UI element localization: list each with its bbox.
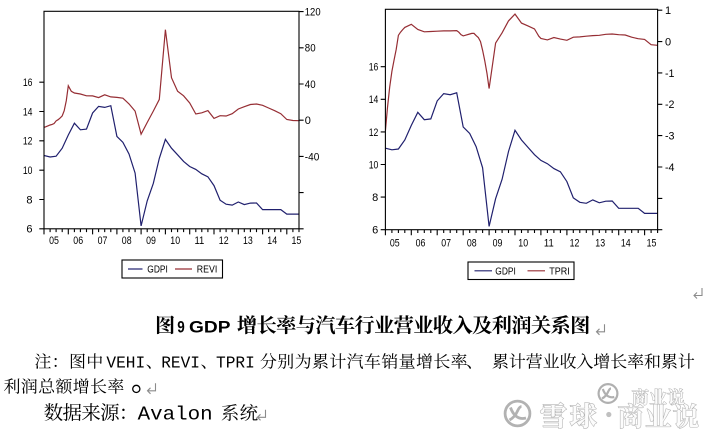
svg-text:12: 12 <box>369 127 379 139</box>
svg-text:06: 06 <box>73 235 83 247</box>
svg-text:14: 14 <box>621 238 631 250</box>
svg-text:80: 80 <box>305 43 316 55</box>
svg-text:GDPI: GDPI <box>495 265 516 277</box>
svg-text:12: 12 <box>23 136 33 148</box>
svg-text:14: 14 <box>369 94 379 106</box>
svg-text:-2: -2 <box>665 99 675 111</box>
svg-text:-3: -3 <box>665 131 675 143</box>
svg-text:6: 6 <box>372 225 378 237</box>
svg-text:-4: -4 <box>665 162 675 174</box>
svg-text:9: 9 <box>177 317 185 336</box>
svg-text:06: 06 <box>416 238 426 250</box>
svg-text:10: 10 <box>369 159 379 171</box>
svg-text:10: 10 <box>518 238 528 250</box>
svg-text:GDP: GDP <box>189 317 231 336</box>
svg-text:12: 12 <box>219 235 229 247</box>
svg-text:-1: -1 <box>665 68 675 80</box>
svg-text:13: 13 <box>595 238 605 250</box>
svg-text:15: 15 <box>647 238 657 250</box>
svg-text:07: 07 <box>98 235 108 247</box>
svg-text:40: 40 <box>305 79 316 91</box>
svg-text:6: 6 <box>26 224 32 236</box>
svg-text:14: 14 <box>23 106 33 118</box>
svg-text:14: 14 <box>267 235 277 247</box>
svg-text:05: 05 <box>49 235 59 247</box>
svg-text:REVI: REVI <box>161 354 200 373</box>
svg-text:8: 8 <box>26 194 32 206</box>
svg-text:15: 15 <box>292 235 302 247</box>
svg-text:10: 10 <box>23 165 33 177</box>
svg-text:08: 08 <box>467 238 477 250</box>
svg-text:VEHI: VEHI <box>106 354 145 373</box>
svg-text:0: 0 <box>305 115 311 127</box>
svg-text:0: 0 <box>665 37 671 49</box>
svg-text:07: 07 <box>441 238 451 250</box>
svg-text:16: 16 <box>369 62 379 74</box>
svg-text:08: 08 <box>122 235 132 247</box>
svg-text:09: 09 <box>493 238 503 250</box>
svg-text:-40: -40 <box>305 151 320 163</box>
svg-text:11: 11 <box>544 238 554 250</box>
svg-text:GDPI: GDPI <box>147 264 168 276</box>
svg-text:120: 120 <box>305 7 321 19</box>
svg-text:Avalon: Avalon <box>138 404 213 426</box>
svg-text:12: 12 <box>570 238 580 250</box>
svg-text:TPRI: TPRI <box>549 265 570 277</box>
svg-text:10: 10 <box>170 235 180 247</box>
svg-text:09: 09 <box>146 235 156 247</box>
svg-text:05: 05 <box>390 238 400 250</box>
svg-text:11: 11 <box>195 235 205 247</box>
svg-text:13: 13 <box>243 235 253 247</box>
svg-text:1: 1 <box>665 5 671 17</box>
svg-text:REVI: REVI <box>197 264 218 276</box>
svg-text:8: 8 <box>372 192 378 204</box>
svg-text:16: 16 <box>23 77 33 89</box>
svg-text:TPRI: TPRI <box>216 354 255 373</box>
